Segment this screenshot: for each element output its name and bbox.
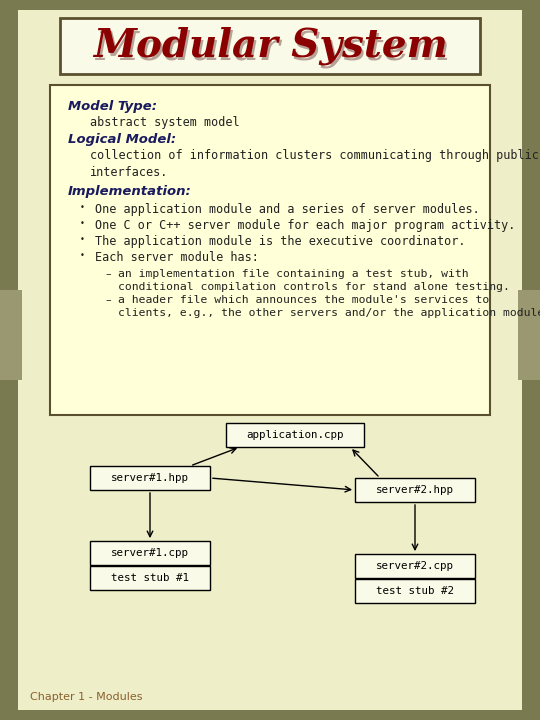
- Bar: [518, 290, 540, 380]
- Bar: [355, 554, 475, 578]
- Bar: [0, 290, 22, 380]
- Text: a header file which announces the module's services to
clients, e.g., the other : a header file which announces the module…: [118, 295, 540, 318]
- Text: Chapter 1 - Modules: Chapter 1 - Modules: [30, 692, 143, 702]
- Text: abstract system model: abstract system model: [90, 116, 240, 129]
- Text: an implementation file containing a test stub, with
conditional compilation cont: an implementation file containing a test…: [118, 269, 510, 292]
- Text: –: –: [105, 269, 111, 279]
- Text: –: –: [105, 295, 111, 305]
- Text: Modular System: Modular System: [94, 30, 449, 68]
- Text: •: •: [80, 251, 85, 260]
- Bar: [355, 478, 475, 502]
- Bar: [355, 579, 475, 603]
- Text: collection of information clusters communicating through public
interfaces.: collection of information clusters commu…: [90, 149, 539, 179]
- Text: The application module is the executive coordinator.: The application module is the executive …: [95, 235, 465, 248]
- Text: Model Type:: Model Type:: [68, 100, 157, 113]
- Text: •: •: [80, 203, 85, 212]
- Text: server#1.hpp: server#1.hpp: [111, 473, 189, 483]
- Text: •: •: [80, 235, 85, 244]
- Text: Modular System: Modular System: [93, 27, 447, 66]
- Text: test stub #2: test stub #2: [376, 586, 454, 596]
- Text: Logical Model:: Logical Model:: [68, 133, 176, 146]
- Text: test stub #1: test stub #1: [111, 573, 189, 583]
- Bar: [90, 466, 210, 490]
- Text: One C or C++ server module for each major program activity.: One C or C++ server module for each majo…: [95, 219, 515, 232]
- Bar: [60, 18, 480, 74]
- Bar: [90, 566, 210, 590]
- Text: server#2.cpp: server#2.cpp: [376, 561, 454, 571]
- Bar: [50, 85, 490, 415]
- Text: •: •: [80, 219, 85, 228]
- Text: One application module and a series of server modules.: One application module and a series of s…: [95, 203, 480, 216]
- Text: server#2.hpp: server#2.hpp: [376, 485, 454, 495]
- Text: Implementation:: Implementation:: [68, 185, 192, 198]
- Text: Each server module has:: Each server module has:: [95, 251, 259, 264]
- Text: application.cpp: application.cpp: [246, 430, 344, 440]
- Text: server#1.cpp: server#1.cpp: [111, 548, 189, 558]
- Bar: [226, 423, 364, 447]
- Bar: [90, 541, 210, 565]
